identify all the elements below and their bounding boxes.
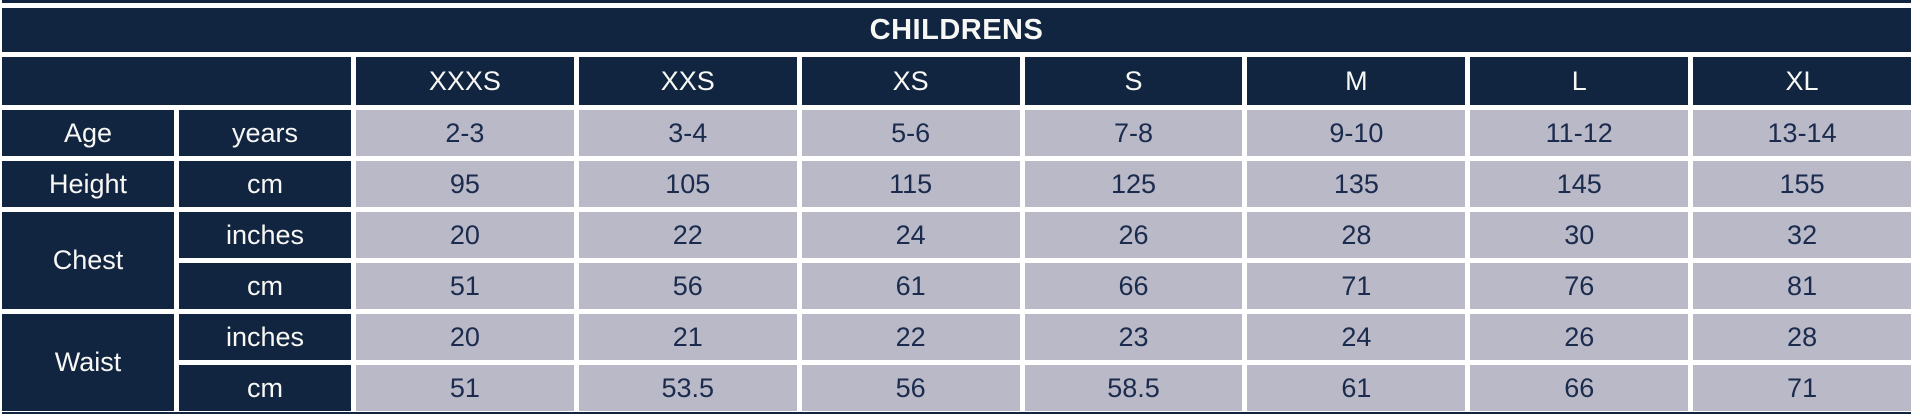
table-cell-waist-inches-l: 26: [1470, 314, 1689, 360]
table-top-border: [2, 0, 1911, 3]
table-cell-waist-inches-xs: 22: [801, 314, 1020, 360]
row-label-age: Age: [2, 110, 174, 156]
column-header-xxxs: XXXS: [356, 57, 574, 105]
table-cell-chest-cm-xxxs: 51: [356, 263, 574, 309]
table-cell-waist-cm-xs: 56: [801, 365, 1020, 411]
column-header-l: L: [1470, 57, 1689, 105]
table-cell-age-xxxs: 2-3: [356, 110, 574, 156]
table-cell-chest-inches-xxxs: 20: [356, 212, 574, 258]
table-cell-chest-cm-xs: 61: [801, 263, 1020, 309]
table-cell-chest-inches-s: 26: [1024, 212, 1243, 258]
table-cell-chest-cm-m: 71: [1247, 263, 1466, 309]
table-cell-height-xxxs: 95: [356, 161, 574, 207]
row-unit-chest-cm: cm: [179, 263, 351, 309]
column-header-xs: XS: [801, 57, 1020, 105]
table-cell-age-xxs: 3-4: [578, 110, 797, 156]
table-cell-waist-cm-xl: 71: [1693, 365, 1911, 411]
table-cell-chest-inches-xxs: 22: [578, 212, 797, 258]
row-unit-waist-cm: cm: [179, 365, 351, 411]
column-header-m: M: [1247, 57, 1466, 105]
table-title: CHILDRENS: [2, 8, 1911, 52]
table-cell-age-xl: 13-14: [1693, 110, 1911, 156]
table-cell-age-m: 9-10: [1247, 110, 1466, 156]
table-cell-height-s: 125: [1024, 161, 1243, 207]
table-cell-waist-cm-xxxs: 51: [356, 365, 574, 411]
column-header-xl: XL: [1693, 57, 1911, 105]
table-cell-chest-inches-xs: 24: [801, 212, 1020, 258]
table-cell-age-s: 7-8: [1024, 110, 1243, 156]
row-unit-waist-inches: inches: [179, 314, 351, 360]
table-cell-waist-cm-m: 61: [1247, 365, 1466, 411]
table-cell-chest-inches-l: 30: [1470, 212, 1689, 258]
row-unit-height-cm: cm: [179, 161, 351, 207]
table-cell-waist-cm-l: 66: [1470, 365, 1689, 411]
table-cell-waist-inches-m: 24: [1247, 314, 1466, 360]
table-cell-age-xs: 5-6: [801, 110, 1020, 156]
column-header-xxs: XXS: [578, 57, 797, 105]
column-header-s: S: [1024, 57, 1243, 105]
table-cell-waist-cm-xxs: 53.5: [578, 365, 797, 411]
row-unit-age-years: years: [179, 110, 351, 156]
table-cell-height-xl: 155: [1693, 161, 1911, 207]
corner-cell: [2, 57, 351, 105]
table-cell-height-xs: 115: [801, 161, 1020, 207]
table-cell-waist-inches-s: 23: [1024, 314, 1243, 360]
table-cell-chest-cm-xxs: 56: [578, 263, 797, 309]
table-cell-waist-inches-xxxs: 20: [356, 314, 574, 360]
table-cell-chest-cm-s: 66: [1024, 263, 1243, 309]
row-label-waist: Waist: [2, 314, 174, 411]
table-cell-age-l: 11-12: [1470, 110, 1689, 156]
table-cell-height-l: 145: [1470, 161, 1689, 207]
table-cell-chest-cm-xl: 81: [1693, 263, 1911, 309]
table-cell-chest-inches-xl: 32: [1693, 212, 1911, 258]
row-unit-chest-inches: inches: [179, 212, 351, 258]
table-cell-chest-inches-m: 28: [1247, 212, 1466, 258]
table-cell-chest-cm-l: 76: [1470, 263, 1689, 309]
childrens-size-table: CHILDRENS XXXS XXS XS S M L XL Age years…: [2, 8, 1911, 411]
table-cell-height-xxs: 105: [578, 161, 797, 207]
table-cell-height-m: 135: [1247, 161, 1466, 207]
table-cell-waist-inches-xl: 28: [1693, 314, 1911, 360]
table-cell-waist-cm-s: 58.5: [1024, 365, 1243, 411]
row-label-height: Height: [2, 161, 174, 207]
row-label-chest: Chest: [2, 212, 174, 309]
table-cell-waist-inches-xxs: 21: [578, 314, 797, 360]
table-bottom-border: [2, 412, 1911, 414]
